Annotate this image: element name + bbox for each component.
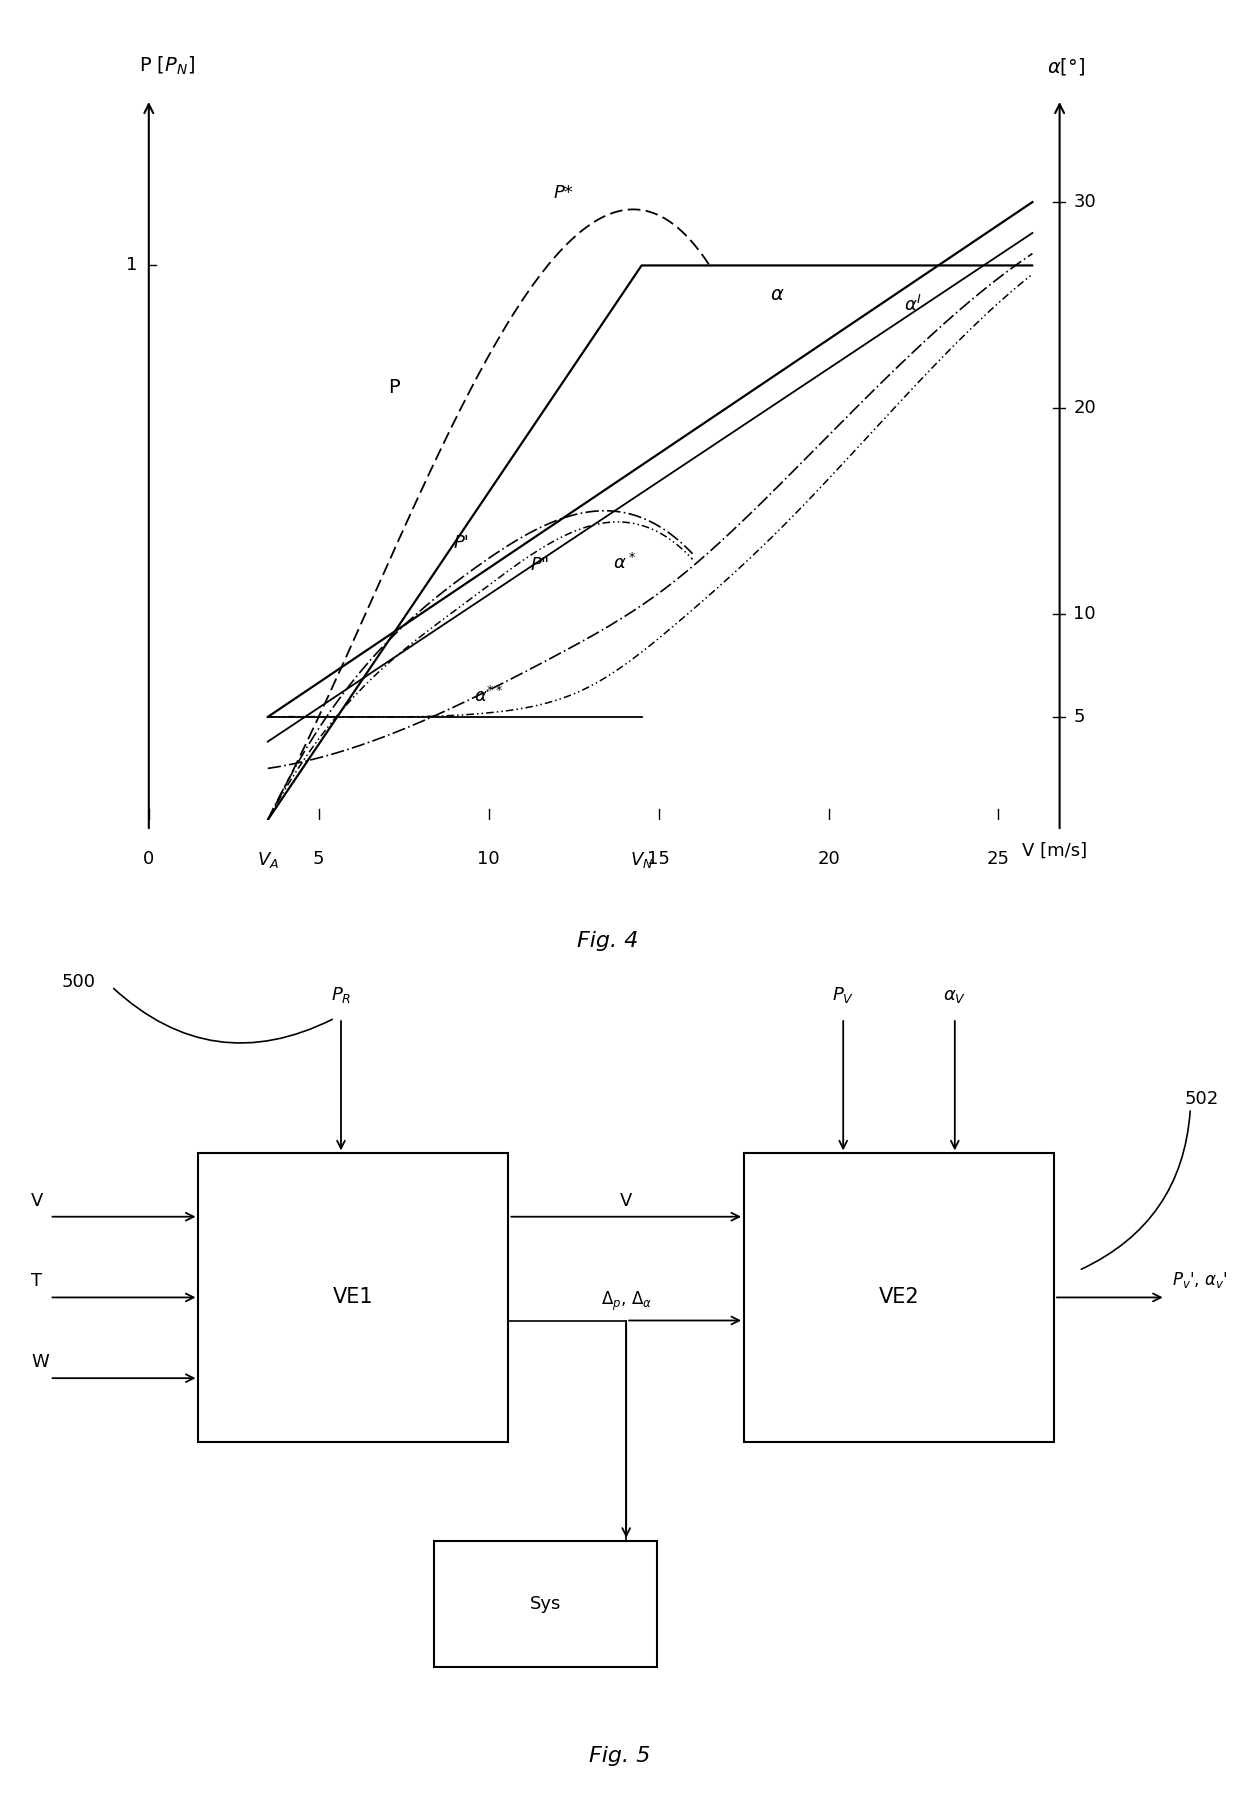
Text: $\Delta_p$, $\Delta_\alpha$: $\Delta_p$, $\Delta_\alpha$ [600,1290,652,1314]
Text: 10: 10 [1073,605,1096,623]
Text: $\alpha$: $\alpha$ [770,285,785,305]
Text: 500: 500 [62,973,95,991]
Text: $\alpha^*$: $\alpha^*$ [613,553,636,573]
Text: P": P" [529,555,549,573]
Text: 5: 5 [312,851,325,869]
Text: 10: 10 [477,851,500,869]
Bar [744,1153,1054,1442]
Bar [198,1153,508,1442]
Text: T: T [31,1272,42,1290]
Text: $P_V$: $P_V$ [832,984,854,1004]
Bar [434,1541,657,1667]
Text: Fig. 5: Fig. 5 [589,1746,651,1766]
Text: V [m/s]: V [m/s] [1022,842,1086,860]
Text: P': P' [454,533,470,551]
Text: $V_A$: $V_A$ [257,851,279,870]
Text: $\alpha^I$: $\alpha^I$ [904,296,923,315]
Text: $\alpha^{**}$: $\alpha^{**}$ [474,687,503,706]
Text: VE1: VE1 [334,1287,373,1308]
Text: Fig. 4: Fig. 4 [577,932,639,951]
Text: $P_R$: $P_R$ [331,984,351,1004]
Text: W: W [31,1353,48,1371]
Text: $\alpha_V$: $\alpha_V$ [944,987,966,1004]
Text: 502: 502 [1184,1090,1219,1108]
Text: VE2: VE2 [879,1287,919,1308]
Text: Sys: Sys [529,1595,562,1613]
Text: 15: 15 [647,851,670,869]
Text: 5: 5 [1073,708,1085,726]
Text: 0: 0 [143,851,155,869]
Text: 20: 20 [817,851,839,869]
Text: V: V [31,1191,43,1209]
Text: V: V [620,1191,632,1209]
Text: 20: 20 [1073,398,1096,416]
Text: $\alpha$[°]: $\alpha$[°] [1048,56,1085,77]
Text: P*: P* [553,184,573,202]
Text: 25: 25 [987,851,1009,869]
Text: 1: 1 [125,256,136,274]
Text: P $[P_N ]$: P $[P_N ]$ [139,54,195,77]
Text: 30: 30 [1073,193,1096,211]
Text: $V_N$: $V_N$ [630,851,653,870]
Text: P: P [388,378,399,396]
Text: $P_v$', $\alpha_v$': $P_v$', $\alpha_v$' [1172,1270,1228,1290]
